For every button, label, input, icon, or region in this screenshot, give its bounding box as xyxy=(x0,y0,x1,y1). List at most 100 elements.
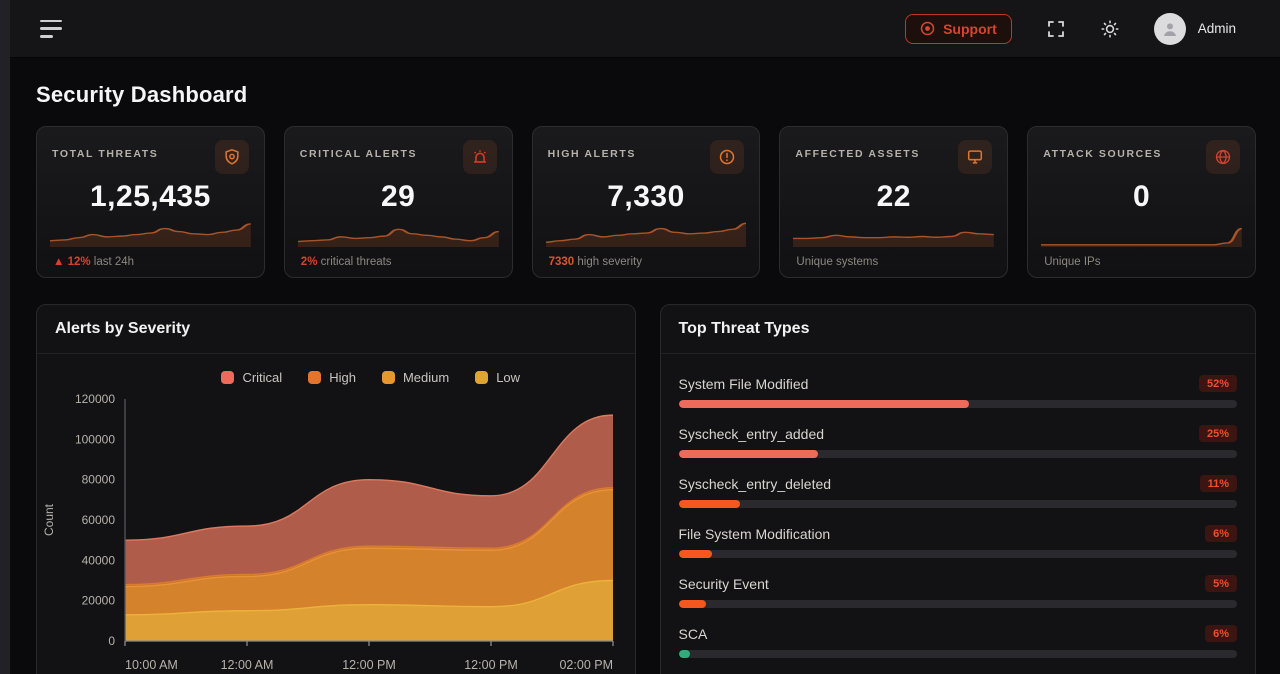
threat-percent-badge: 52% xyxy=(1198,375,1237,392)
stat-card-value: 0 xyxy=(1132,180,1151,213)
stat-card-value: 7,330 xyxy=(607,180,685,213)
legend-swatch xyxy=(381,371,395,384)
stat-card-value: 22 xyxy=(876,180,911,213)
svg-text:0: 0 xyxy=(108,634,115,648)
avatar xyxy=(1153,12,1186,45)
legend-item-low[interactable]: Low xyxy=(475,370,520,385)
theme-toggle-button[interactable] xyxy=(1100,19,1120,39)
menu-icon[interactable] xyxy=(40,19,64,38)
stat-card: TOTAL THREATS 1,25,435 ▲ 12% last 24h xyxy=(36,126,265,278)
stat-card-footer: ▲ 12% last 24h xyxy=(53,256,134,268)
monitor-icon xyxy=(958,140,993,174)
stat-card-footer-text: critical threats xyxy=(317,256,392,268)
threat-label: SCA xyxy=(678,625,708,642)
stat-card-value: 1,25,435 xyxy=(90,180,211,213)
threats-panel-title: Top Threat Types xyxy=(660,305,1255,354)
threat-progress-fill xyxy=(678,650,690,658)
shield-icon xyxy=(214,140,249,174)
siren-icon xyxy=(462,140,497,174)
threat-progress-track xyxy=(678,550,1237,558)
stat-cards-row: TOTAL THREATS 1,25,435 ▲ 12% last 24h CR… xyxy=(36,126,1256,278)
user-menu[interactable]: Admin xyxy=(1153,12,1236,45)
threat-row: SCA 6% xyxy=(678,625,1237,658)
stat-card-label: AFFECTED ASSETS xyxy=(795,148,920,160)
stat-card: CRITICAL ALERTS 29 2% critical threats xyxy=(283,126,513,278)
threat-percent-badge: 5% xyxy=(1205,575,1237,592)
top-bar: Support Admin xyxy=(0,0,1280,58)
stat-card-label: TOTAL THREATS xyxy=(52,148,159,160)
threat-row: Syscheck_entry_added 25% xyxy=(678,425,1237,458)
support-label: Support xyxy=(943,20,997,37)
stat-card-sparkline xyxy=(793,207,995,247)
threat-progress-track xyxy=(678,450,1237,458)
threat-percent-badge: 6% xyxy=(1205,525,1237,542)
legend-label: Low xyxy=(496,370,521,385)
stat-card-footer-highlight: 2% xyxy=(300,256,318,268)
threat-progress-fill xyxy=(678,550,712,558)
legend-swatch xyxy=(475,371,489,384)
top-threat-types-panel: Top Threat Types System File Modified 52… xyxy=(659,304,1256,674)
stat-card-footer-text: last 24h xyxy=(90,256,135,268)
stat-card-footer-text: Unique IPs xyxy=(1044,256,1101,268)
svg-text:100000: 100000 xyxy=(75,432,115,446)
svg-text:02:00 PM: 02:00 PM xyxy=(559,658,613,672)
threat-progress-fill xyxy=(678,400,969,408)
threat-percent-badge: 25% xyxy=(1198,425,1237,442)
fullscreen-icon xyxy=(1046,19,1066,39)
stat-card-label: HIGH ALERTS xyxy=(547,148,636,160)
support-button[interactable]: Support xyxy=(905,13,1012,44)
threat-percent-badge: 6% xyxy=(1205,625,1237,642)
threat-progress-fill xyxy=(678,450,819,458)
threat-progress-track xyxy=(678,650,1237,658)
threat-row: File System Modification 6% xyxy=(678,525,1237,558)
threat-progress-track xyxy=(678,400,1237,408)
stat-card-value: 29 xyxy=(381,180,416,213)
threat-label: Security Event xyxy=(678,575,769,592)
legend-item-medium[interactable]: Medium xyxy=(381,370,450,385)
legend-swatch xyxy=(221,371,235,384)
page-title: Security Dashboard xyxy=(36,82,248,107)
svg-text:12:00 AM: 12:00 AM xyxy=(221,658,274,672)
svg-text:60000: 60000 xyxy=(82,513,116,527)
stat-card-footer: Unique systems xyxy=(796,256,878,268)
svg-text:Count: Count xyxy=(42,503,56,536)
threat-progress-fill xyxy=(678,500,740,508)
threat-row: Security Event 5% xyxy=(678,575,1237,608)
svg-text:12:00 PM: 12:00 PM xyxy=(342,658,396,672)
sidebar-collapsed-strip xyxy=(0,0,10,674)
stat-card-footer-text: Unique systems xyxy=(796,256,879,268)
legend-label: Critical xyxy=(242,370,283,385)
stat-card-footer-highlight: 7330 xyxy=(548,256,575,268)
alerts-by-severity-panel: Alerts by Severity Critical High Medium Low… xyxy=(36,304,636,674)
legend-label: Medium xyxy=(402,370,450,385)
dashboard-panels: Alerts by Severity Critical High Medium Low… xyxy=(36,304,1256,674)
threat-percent-badge: 11% xyxy=(1199,475,1237,492)
svg-text:12:00 PM: 12:00 PM xyxy=(464,658,518,672)
main-content: Security Dashboard TOTAL THREATS 1,25,43… xyxy=(0,58,1280,674)
stat-card-label: ATTACK SOURCES xyxy=(1043,148,1163,160)
threat-progress-track xyxy=(678,600,1237,608)
stat-card: AFFECTED ASSETS 22 Unique systems xyxy=(779,126,1009,278)
stat-card-sparkline xyxy=(49,207,252,247)
chart-legend: Critical High Medium Low xyxy=(107,370,635,385)
admin-label: Admin xyxy=(1197,21,1236,36)
life-ring-icon xyxy=(920,21,935,36)
sun-icon xyxy=(1100,19,1120,39)
alerts-severity-area-chart: 0 20000 40000 60000 80000 100000 120000 10:00 A… xyxy=(42,392,614,672)
stat-card-label: CRITICAL ALERTS xyxy=(299,148,418,160)
stat-card-sparkline xyxy=(1041,207,1243,247)
stat-card-sparkline xyxy=(545,207,747,247)
stat-card: ATTACK SOURCES 0 Unique IPs xyxy=(1027,126,1256,278)
threat-row: System File Modified 52% xyxy=(678,375,1237,408)
stat-card-footer: 2% critical threats xyxy=(301,256,392,268)
stat-card-sparkline xyxy=(297,207,499,247)
legend-item-high[interactable]: High xyxy=(308,370,356,385)
svg-text:20000: 20000 xyxy=(82,594,116,608)
svg-text:80000: 80000 xyxy=(82,473,116,487)
threat-label: System File Modified xyxy=(678,375,809,392)
legend-item-critical[interactable]: Critical xyxy=(221,370,282,385)
stat-card-footer: Unique IPs xyxy=(1044,256,1100,268)
alerts-panel-title: Alerts by Severity xyxy=(37,305,635,354)
fullscreen-button[interactable] xyxy=(1046,19,1066,39)
svg-text:40000: 40000 xyxy=(82,553,116,567)
